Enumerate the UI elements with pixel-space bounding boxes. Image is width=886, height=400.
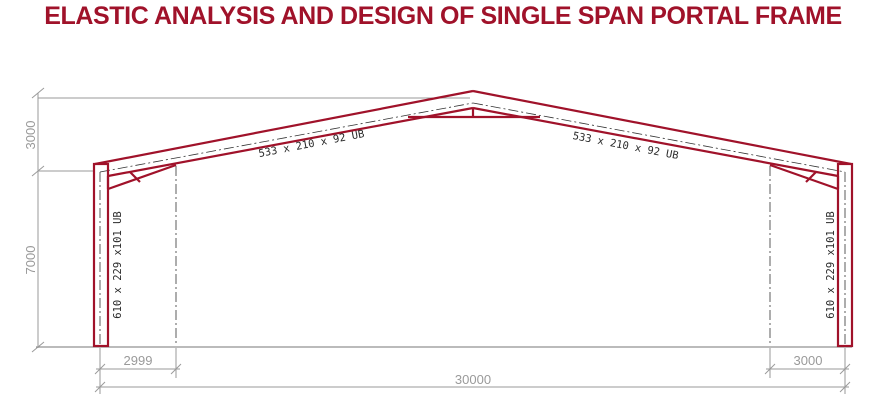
right-haunch-dimension-label: 3000 [794, 353, 823, 368]
frame-members [92, 89, 854, 348]
left-column-label: 610 x 229 x101 UB [112, 211, 124, 318]
right-haunch [769, 163, 840, 191]
eaves-height-dimension-label: 7000 [23, 246, 38, 275]
left-rafter [94, 89, 474, 178]
left-haunch-dimension-label: 2999 [124, 353, 153, 368]
right-column [836, 162, 854, 348]
span-dimension-label: 30000 [455, 372, 491, 387]
centerlines [99, 102, 846, 346]
left-haunch [106, 163, 177, 191]
right-rafter-label: 533 x 210 x 92 UB [572, 130, 680, 162]
vertical-dimensions [31, 87, 470, 353]
right-column-label: 610 x 229 x101 UB [825, 211, 837, 318]
rise-dimension-label: 3000 [23, 121, 38, 150]
left-column [92, 162, 110, 348]
right-rafter [472, 89, 852, 178]
horizontal-dimensions [94, 348, 851, 394]
apex-haunch [408, 108, 540, 119]
page-title: ELASTIC ANALYSIS AND DESIGN OF SINGLE SP… [44, 2, 842, 30]
